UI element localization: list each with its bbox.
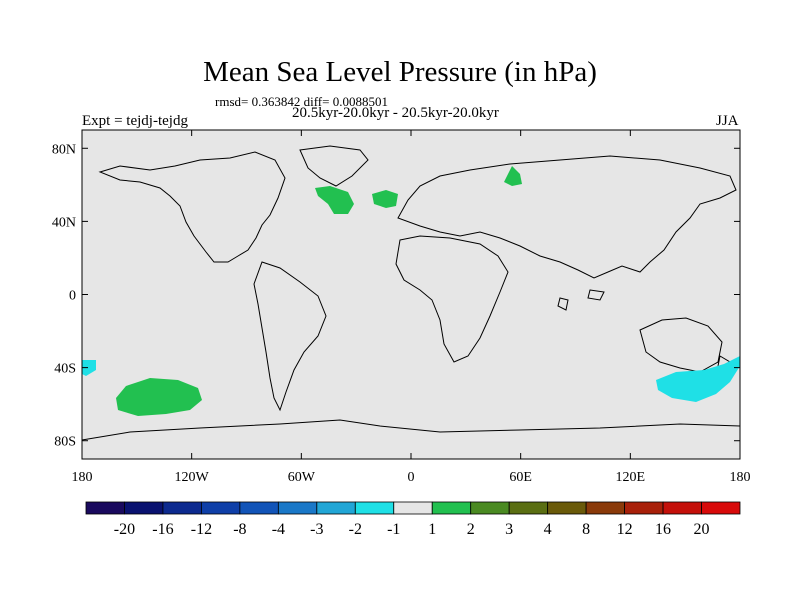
lat-tick-label: 80N bbox=[52, 142, 76, 157]
colorbar-swatch bbox=[508, 501, 549, 515]
axis-tick-labels: 80N 40N 0 40S 80S 180 120W 60W 0 60E 120E 180 bbox=[52, 142, 751, 485]
lat-tick-label: 40N bbox=[52, 215, 76, 230]
colorbar-label: -3 bbox=[310, 521, 323, 538]
colorbar-label: 1 bbox=[428, 521, 436, 538]
colorbar-label: 12 bbox=[617, 521, 633, 538]
lon-tick-label: 180 bbox=[72, 470, 93, 485]
colorbar-swatch bbox=[585, 501, 625, 515]
colorbar-swatch bbox=[470, 501, 510, 515]
colorbar-label: -16 bbox=[152, 521, 173, 538]
colorbar-swatch bbox=[354, 501, 395, 515]
anomaly-south-pacific bbox=[116, 378, 202, 416]
anomaly-south-of-australia bbox=[656, 356, 740, 402]
period-line: 20.5kyr-20.0kyr - 20.5kyr-20.0kyr bbox=[292, 105, 499, 121]
colorbar-swatch bbox=[547, 501, 587, 515]
colorbar-label: 16 bbox=[655, 521, 671, 538]
colorbar-label: -2 bbox=[349, 521, 362, 538]
coastlines bbox=[81, 145, 741, 441]
colorbar-swatch bbox=[201, 501, 241, 515]
lon-tick-label: 60E bbox=[509, 470, 532, 485]
stats-line: rmsd= 0.363842 diff= 0.0088501 bbox=[215, 94, 388, 109]
colorbar-label: 20 bbox=[694, 521, 710, 538]
lat-tick-label: 0 bbox=[69, 289, 76, 304]
colorbar-label: 3 bbox=[505, 521, 513, 538]
season-label: JJA bbox=[716, 113, 739, 129]
colorbar-swatch bbox=[162, 501, 202, 515]
colorbar-swatch bbox=[85, 501, 125, 515]
colorbar-swatch bbox=[662, 501, 702, 515]
colorbar-swatch bbox=[393, 501, 433, 515]
anomaly-north-atlantic-east bbox=[372, 190, 398, 208]
lat-tick-label: 80S bbox=[54, 435, 76, 450]
colorbar-label: 2 bbox=[467, 521, 475, 538]
lon-tick-label: 60W bbox=[288, 470, 316, 485]
colorbar-label: -20 bbox=[114, 521, 135, 538]
anomaly-ural bbox=[504, 166, 522, 186]
lon-tick-label: 120W bbox=[175, 470, 210, 485]
colorbar-label: -4 bbox=[272, 521, 285, 538]
colorbar-swatch bbox=[431, 501, 472, 515]
anomaly-north-atlantic-west bbox=[315, 186, 354, 214]
colorbar-label: -1 bbox=[387, 521, 400, 538]
colorbar-label: 8 bbox=[582, 521, 590, 538]
colorbar-swatch bbox=[316, 501, 356, 515]
anomaly-south-pacific-west-edge bbox=[82, 360, 96, 376]
lat-tick-label: 40S bbox=[54, 362, 76, 377]
colorbar-swatch bbox=[124, 501, 164, 515]
colorbar-label: -12 bbox=[191, 521, 212, 538]
colorbar-label: 4 bbox=[544, 521, 552, 538]
lon-tick-label: 0 bbox=[408, 470, 415, 485]
experiment-label: Expt = tejdj-tejdg bbox=[82, 113, 188, 129]
axis-ticks bbox=[81, 130, 741, 459]
colorbar-swatch bbox=[277, 501, 318, 515]
colorbar-swatch bbox=[624, 501, 664, 515]
colorbar-label: -8 bbox=[233, 521, 246, 538]
anomaly-regions bbox=[82, 166, 740, 416]
lon-tick-label: 180 bbox=[730, 470, 751, 485]
figure-title: Mean Sea Level Pressure (in hPa) bbox=[203, 56, 597, 88]
colorbar-swatch bbox=[701, 501, 741, 515]
colorbar-swatch bbox=[239, 501, 279, 515]
lon-tick-label: 120E bbox=[616, 470, 646, 485]
